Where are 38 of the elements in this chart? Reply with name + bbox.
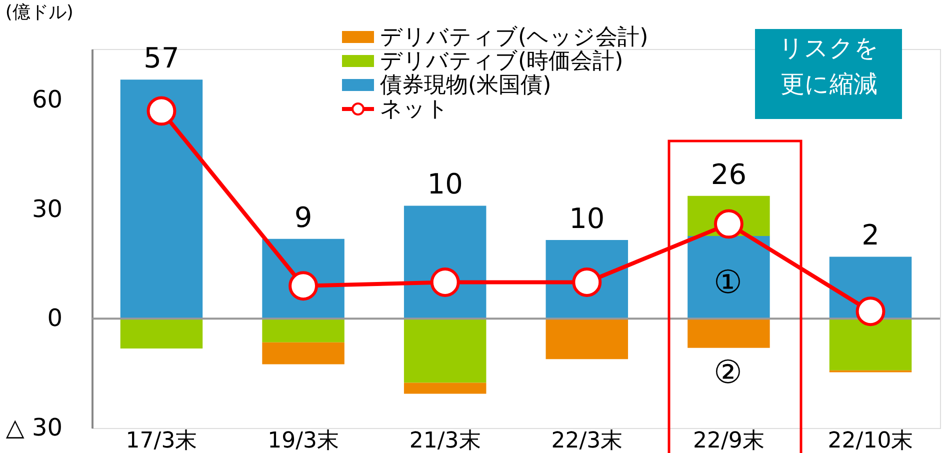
- data-label: 57: [144, 42, 180, 75]
- x-tick-label: 21/3末: [409, 428, 481, 453]
- data-label: 10: [427, 168, 463, 201]
- point: [430, 268, 460, 297]
- x-tick-label: 22/3末: [551, 428, 623, 453]
- y-tick-label: 60: [32, 86, 62, 114]
- data-label: 9: [294, 200, 312, 234]
- annotation: リスクを更に縮減: [779, 34, 879, 98]
- bar: [688, 318, 770, 348]
- bar: [262, 318, 344, 342]
- data-label: 2: [862, 218, 880, 252]
- x-tick-label: 22/10末: [828, 428, 914, 453]
- bar: [829, 318, 912, 370]
- y-tick-label: 30: [32, 194, 62, 223]
- y-tick-label: △ 30: [6, 414, 62, 442]
- chart-title: (億ドル): [5, 2, 74, 23]
- bar: [120, 80, 203, 319]
- x-tick-label: 22/9末: [693, 428, 764, 453]
- y-tick-label: 0: [47, 304, 62, 332]
- annotation: ①: [714, 263, 742, 301]
- bar: [262, 342, 344, 364]
- legend-label: 債券現物(米国債): [380, 73, 552, 98]
- bar: [404, 206, 486, 319]
- data-label: 10: [569, 202, 605, 235]
- x-tick-label: 17/3末: [126, 428, 198, 453]
- point: [146, 96, 176, 126]
- data-label: 26: [710, 158, 747, 191]
- legend-label: デリバティブ(ヘッジ会計): [380, 25, 648, 50]
- bar: [688, 236, 770, 319]
- bar: [404, 382, 486, 394]
- legend-label: デリバティブ(時価会計): [380, 49, 624, 74]
- bar: [120, 318, 203, 349]
- legend-label: ネット: [380, 97, 449, 122]
- x-tick-label: 19/3末: [268, 428, 339, 453]
- bar: [404, 318, 486, 383]
- bar: [546, 318, 628, 360]
- annotation: ②: [714, 353, 742, 391]
- point: [856, 296, 886, 326]
